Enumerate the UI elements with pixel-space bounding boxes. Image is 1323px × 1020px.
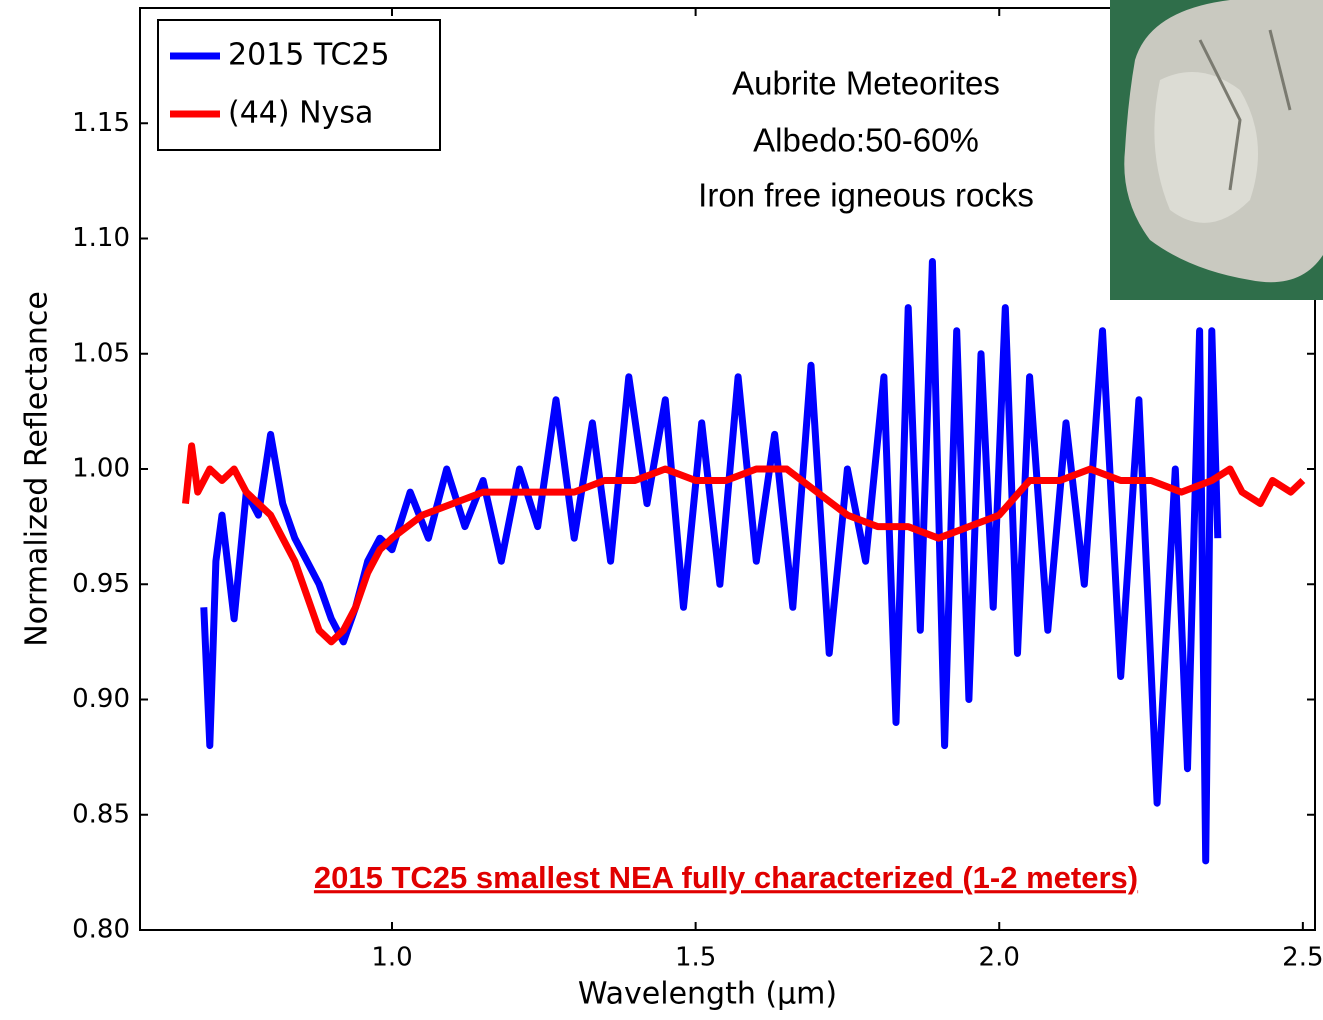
y-tick-label: 0.90 [72, 684, 130, 714]
y-tick-label: 0.95 [72, 569, 130, 599]
rock-texture [1198, 29, 1292, 191]
legend: 2015 TC25 (44) Nysa [157, 19, 441, 151]
y-tick-label: 1.15 [72, 108, 130, 138]
annotation: Iron free igneous rocks [698, 177, 1034, 214]
highlight-note: 2015 TC25 smallest NEA fully characteriz… [314, 860, 1138, 895]
y-tick-label: 1.00 [72, 454, 130, 484]
x-axis-label: Wavelength (μm) [578, 977, 837, 1012]
x-tick-label: 2.5 [1282, 943, 1323, 973]
annotation: Albedo:50-60% [753, 122, 979, 159]
rock-highlight [1154, 72, 1258, 223]
x-tick-label: 1.5 [675, 943, 716, 973]
y-tick-label: 1.05 [72, 338, 130, 368]
legend-label: 2015 TC25 [228, 38, 390, 73]
y-axis-label: Normalized Reflectance [20, 291, 55, 647]
meteorite-photo [1110, 0, 1323, 300]
y-tick-label: 0.85 [72, 799, 130, 829]
axes: 0.80 0.85 0.90 0.95 1.00 1.05 1.10 1.15 1.0 1.5 2.… [20, 7, 1323, 1012]
annotation: Aubrite Meteorites [732, 65, 1000, 102]
y-tick-label: 0.80 [72, 915, 130, 945]
legend-box [157, 19, 441, 151]
y-tick-label: 1.10 [72, 223, 130, 253]
series-line [200, 258, 1222, 865]
x-tick-label: 1.0 [371, 943, 412, 973]
series-line [182, 442, 1306, 646]
legend-label: (44) Nysa [228, 96, 373, 131]
x-tick-label: 2.0 [979, 943, 1020, 973]
